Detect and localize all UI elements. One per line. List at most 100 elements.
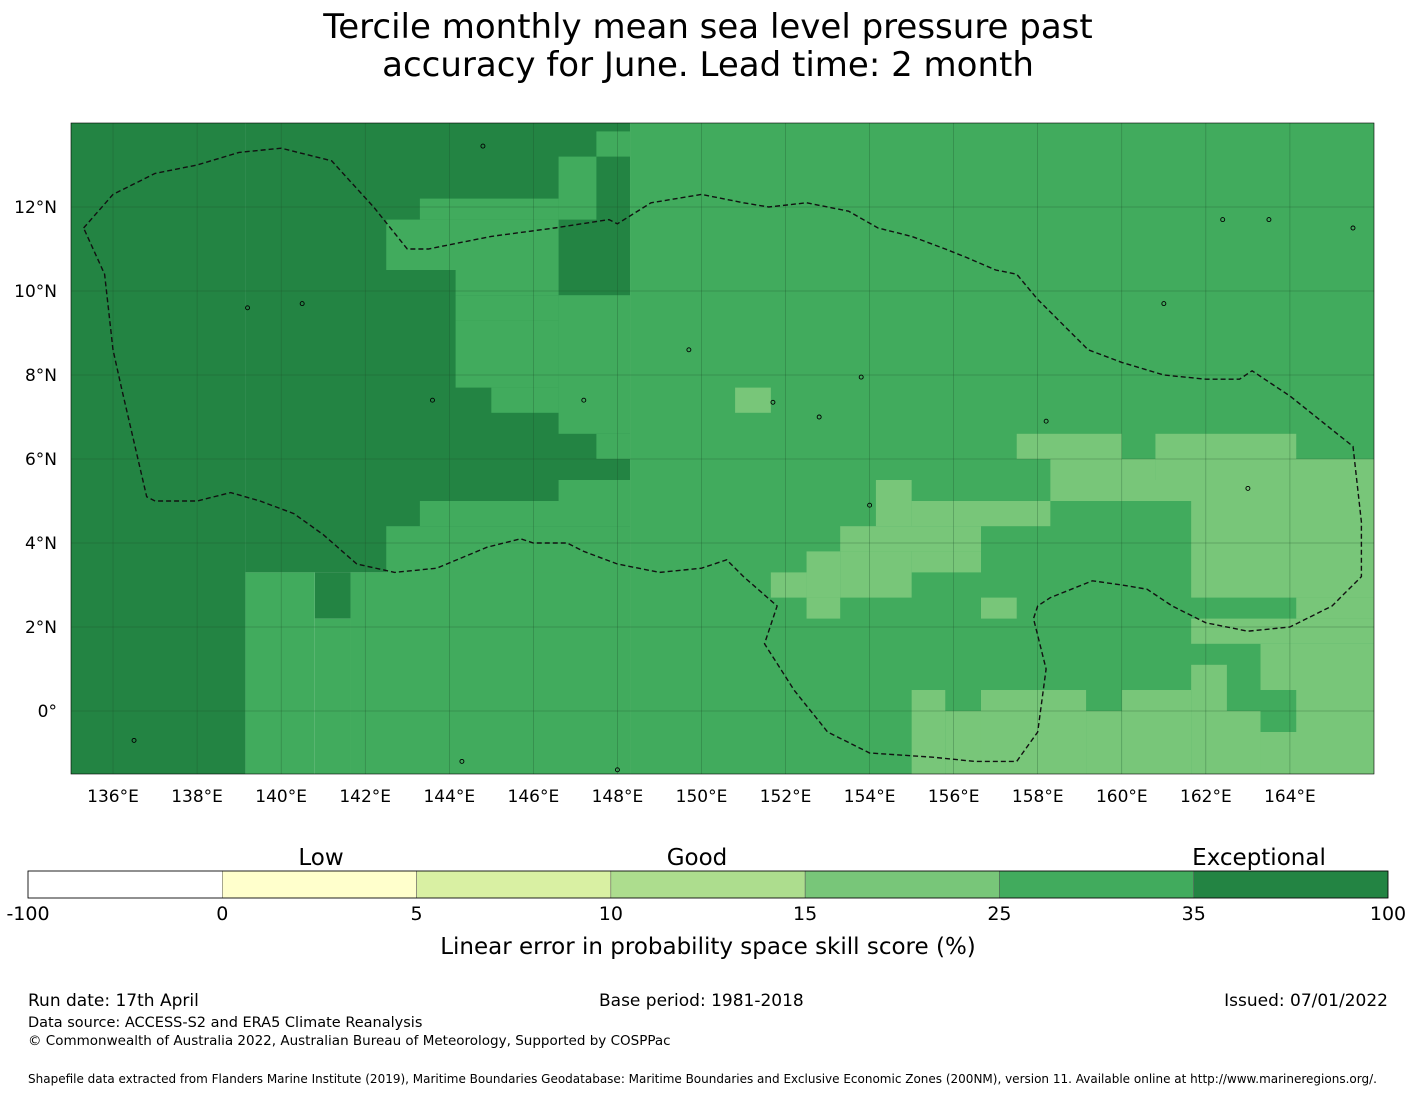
island-outline bbox=[614, 767, 620, 773]
latitude-tick-label: 2°N bbox=[25, 618, 57, 638]
colorbar-tick-label: 25 bbox=[987, 903, 1011, 925]
island-outline bbox=[480, 143, 486, 149]
eez-boundary-line bbox=[82, 147, 1363, 763]
latitude-tick-label: 10°N bbox=[14, 282, 57, 302]
graticule bbox=[71, 123, 1374, 774]
longitude-tick-label: 136°E bbox=[87, 787, 139, 807]
longitude-tick-label: 148°E bbox=[592, 787, 644, 807]
skill-cell bbox=[735, 387, 771, 413]
island-outline bbox=[245, 305, 250, 311]
base-period: Base period: 1981-2018 bbox=[599, 991, 804, 1011]
colorbar-swatch bbox=[416, 870, 612, 899]
skill-cell bbox=[596, 433, 631, 459]
colorbar-category-exceptional: Exceptional bbox=[1192, 845, 1326, 871]
skill-cell bbox=[350, 572, 631, 774]
longitude-tick-label: 162°E bbox=[1180, 787, 1232, 807]
skill-cell bbox=[1155, 459, 1374, 480]
run-date: Run date: 17th April bbox=[28, 991, 199, 1011]
skill-cell bbox=[1191, 664, 1227, 711]
skill-cell bbox=[71, 123, 246, 774]
skill-cell bbox=[558, 480, 631, 501]
skill-cell bbox=[840, 551, 912, 598]
skill-score-grid bbox=[71, 123, 1374, 774]
island-outline bbox=[858, 374, 864, 380]
skill-cell bbox=[1260, 643, 1374, 690]
colorbar-tick-label: 10 bbox=[599, 903, 623, 925]
colorbar-swatch bbox=[222, 870, 417, 899]
skill-cell bbox=[1155, 433, 1297, 459]
latitude-tick-labels: 12°N 10°N 8°N 6°N 4°N 2°N 0° bbox=[14, 198, 57, 722]
skill-cell bbox=[875, 480, 912, 527]
skill-cell bbox=[455, 320, 559, 388]
island-outline bbox=[459, 758, 465, 764]
longitude-tick-label: 154°E bbox=[844, 787, 896, 807]
latitude-tick-label: 12°N bbox=[14, 198, 57, 218]
skill-cell bbox=[1086, 711, 1122, 774]
skill-cell bbox=[596, 131, 631, 157]
skill-cell bbox=[1191, 711, 1261, 774]
skill-cell bbox=[245, 572, 315, 774]
skill-cell bbox=[806, 597, 841, 619]
island-outline bbox=[581, 397, 587, 403]
skill-cell bbox=[455, 295, 559, 321]
colorbar-swatch bbox=[1193, 870, 1389, 899]
skill-cell bbox=[911, 501, 1051, 527]
chart-title: Tercile monthly mean sea level pressure … bbox=[0, 8, 1416, 84]
skill-cell bbox=[945, 711, 981, 774]
skill-cell bbox=[840, 526, 981, 552]
longitude-tick-label: 150°E bbox=[676, 787, 728, 807]
longitude-tick-label: 138°E bbox=[171, 787, 223, 807]
longitude-tick-label: 158°E bbox=[1012, 787, 1064, 807]
island-outline bbox=[867, 502, 873, 508]
longitude-tick-label: 146°E bbox=[508, 787, 560, 807]
colorbar-tick-labels: -100 0 5 10 15 25 35 100 bbox=[6, 903, 1406, 925]
longitude-tick-label: 164°E bbox=[1264, 787, 1316, 807]
colorbar-swatch bbox=[999, 870, 1194, 899]
skill-cell bbox=[1050, 459, 1156, 480]
skill-cell bbox=[1191, 501, 1374, 598]
colorbar-title: Linear error in probability space skill … bbox=[440, 934, 976, 960]
skill-cell bbox=[314, 618, 351, 774]
skill-cell bbox=[558, 295, 631, 434]
island-outline bbox=[686, 347, 692, 353]
skill-cell bbox=[1296, 597, 1374, 619]
skill-cell bbox=[911, 551, 981, 573]
data-source: Data source: ACCESS-S2 and ERA5 Climate … bbox=[28, 1015, 423, 1031]
longitude-tick-label: 152°E bbox=[760, 787, 812, 807]
colorbar-swatch bbox=[610, 870, 806, 899]
skill-cell bbox=[1121, 690, 1192, 774]
skill-cell bbox=[386, 526, 631, 573]
longitude-tick-label: 160°E bbox=[1096, 787, 1148, 807]
skill-cell bbox=[314, 572, 351, 619]
skill-cell bbox=[1016, 433, 1122, 459]
colorbar-frame bbox=[27, 870, 1389, 899]
skill-cell bbox=[980, 690, 1087, 774]
skill-cell bbox=[1191, 618, 1374, 644]
island-outline bbox=[816, 414, 822, 420]
skill-cell bbox=[911, 690, 946, 774]
skill-cell bbox=[419, 501, 631, 527]
skill-cell bbox=[386, 219, 559, 270]
colorbar-swatch bbox=[27, 870, 223, 899]
skill-cell bbox=[806, 551, 841, 598]
title-line-1: Tercile monthly mean sea level pressure … bbox=[323, 7, 1093, 47]
shapefile-credit: Shapefile data extracted from Flanders M… bbox=[28, 1072, 1377, 1086]
colorbar-swatches bbox=[27, 870, 1389, 899]
colorbar-tick-label: 15 bbox=[793, 903, 817, 925]
island-outlines bbox=[131, 143, 1356, 773]
island-outline bbox=[299, 301, 305, 307]
longitude-tick-label: 156°E bbox=[928, 787, 980, 807]
island-outline bbox=[1350, 225, 1356, 231]
longitude-tick-label: 144°E bbox=[423, 787, 475, 807]
island-outline bbox=[131, 737, 137, 743]
island-outline bbox=[1220, 217, 1226, 223]
map-frame bbox=[70, 122, 1375, 775]
skill-cell bbox=[980, 597, 1017, 619]
island-outline bbox=[1043, 418, 1049, 424]
longitude-tick-labels: 136°E 138°E 140°E 142°E 144°E 146°E 148°E 150°E… bbox=[87, 787, 1316, 807]
colorbar-swatch bbox=[804, 870, 1000, 899]
colorbar-tick-label: 100 bbox=[1370, 903, 1406, 925]
colorbar-category-low: Low bbox=[298, 845, 343, 871]
title-line-2: accuracy for June. Lead time: 2 month bbox=[382, 45, 1034, 85]
island-outline bbox=[1161, 301, 1167, 307]
